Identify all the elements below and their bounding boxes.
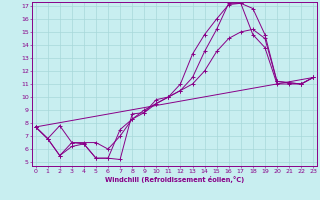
- X-axis label: Windchill (Refroidissement éolien,°C): Windchill (Refroidissement éolien,°C): [105, 176, 244, 183]
